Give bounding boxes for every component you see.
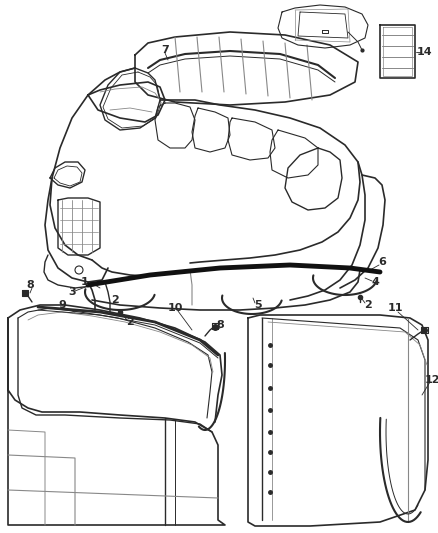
Text: 4: 4: [371, 277, 379, 287]
Text: 8: 8: [26, 280, 34, 290]
Text: 7: 7: [161, 45, 169, 55]
Text: 2: 2: [126, 317, 134, 327]
Text: 9: 9: [58, 300, 66, 310]
Text: 5: 5: [254, 300, 262, 310]
Text: 11: 11: [387, 303, 403, 313]
Text: 14: 14: [417, 47, 433, 57]
Text: 8: 8: [216, 320, 224, 330]
Text: 10: 10: [167, 303, 183, 313]
Text: 2: 2: [111, 295, 119, 305]
Text: 3: 3: [68, 287, 76, 297]
Text: 12: 12: [424, 375, 438, 385]
Text: 2: 2: [364, 300, 372, 310]
Text: 6: 6: [378, 257, 386, 267]
Text: 1: 1: [81, 277, 89, 287]
